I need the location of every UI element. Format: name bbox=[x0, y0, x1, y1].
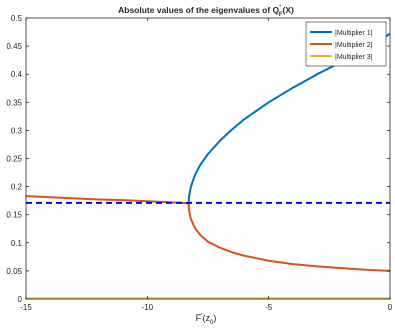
series-line-2 bbox=[25, 195, 391, 272]
y-tick-label: 0.35 bbox=[6, 98, 22, 107]
series-line-1 bbox=[187, 32, 391, 204]
y-tick-label: 0.4 bbox=[11, 70, 23, 79]
x-axis-label-sub: 0 bbox=[210, 320, 214, 326]
chart-title-main: Absolute values of the eigenvalues of Q bbox=[118, 5, 279, 15]
x-axis-label-sup: ' bbox=[201, 313, 202, 320]
y-tick-label: 0.15 bbox=[6, 211, 22, 220]
legend-label-3: |Multiplier 3| bbox=[335, 54, 373, 61]
x-tick-label: -15 bbox=[20, 303, 32, 312]
x-axis-label-paren-close: ) bbox=[213, 313, 216, 323]
y-tick-label: 0 bbox=[18, 295, 23, 304]
y-tick-label: 0.45 bbox=[6, 42, 22, 51]
y-tick-label: 0.5 bbox=[11, 14, 23, 23]
x-axis-label-paren-open: (z bbox=[203, 313, 211, 323]
legend-label-1: |Multiplier 1| bbox=[335, 30, 373, 37]
y-tick-label: 0.1 bbox=[11, 239, 23, 248]
x-tick-label: -10 bbox=[142, 303, 154, 312]
x-axis-label: F'(z0) bbox=[196, 313, 217, 326]
legend: |Multiplier 1| |Multiplier 2| |Multiplie… bbox=[305, 21, 387, 67]
legend-label-2: |Multiplier 2| bbox=[335, 42, 373, 49]
chart-title: Absolute values of the eigenvalues of Q'… bbox=[118, 5, 294, 18]
y-tick-label: 0.3 bbox=[11, 126, 23, 135]
chart-title-sub: F bbox=[279, 12, 283, 18]
y-tick-label: 0.25 bbox=[6, 155, 22, 164]
x-axis-label-main: F bbox=[196, 313, 202, 323]
x-tick-label: 0 bbox=[388, 303, 393, 312]
ticks-layer: 0 0.05 0.1 0.15 0.2 0.25 0.3 0.35 0.4 0.45 0.5 -15 -… bbox=[6, 14, 392, 312]
x-tick-label: -5 bbox=[265, 303, 273, 312]
chart-title-sup: ' bbox=[279, 5, 281, 12]
y-tick-label: 0.05 bbox=[6, 267, 22, 276]
y-tick-label: 0.2 bbox=[11, 183, 23, 192]
series-layer bbox=[25, 32, 391, 300]
chart-title-end: (X) bbox=[283, 5, 295, 15]
